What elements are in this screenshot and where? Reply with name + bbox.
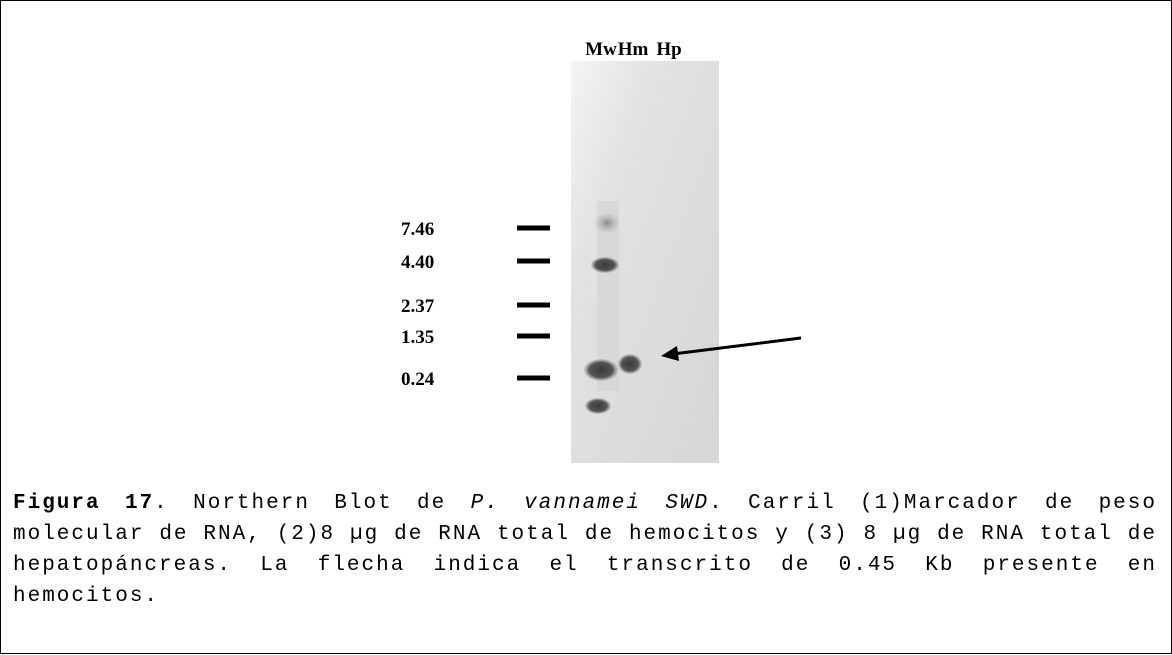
marker-label: 1.35	[401, 327, 434, 348]
marker-label: 7.46	[401, 219, 434, 240]
marker-label: 2.37	[401, 296, 435, 317]
band	[585, 398, 611, 414]
band	[591, 257, 619, 273]
marker-label: 0.24	[401, 369, 435, 390]
band	[618, 354, 642, 374]
band	[584, 359, 618, 381]
marker-label: 4.40	[401, 252, 434, 273]
marker-dash	[517, 376, 550, 381]
marker-dash	[517, 303, 550, 308]
caption-species: P. vannamei SWD	[471, 492, 710, 515]
band	[595, 213, 619, 233]
lane-label: Mw	[585, 39, 617, 60]
page: MwHm Hp 7.46 4.40 2.37 1.35 0.24 Figura 17. N…	[0, 0, 1172, 654]
caption: Figura 17. Northern Blot de P. vannamei …	[13, 488, 1157, 612]
lane-label: Hp	[656, 39, 681, 60]
marker-dash	[517, 334, 550, 339]
lane-label: Hm	[618, 39, 649, 60]
marker-dash	[517, 226, 550, 231]
caption-text: . Northern Blot de	[154, 492, 470, 515]
marker-dash	[517, 259, 550, 264]
caption-label: Figura 17	[13, 492, 154, 515]
